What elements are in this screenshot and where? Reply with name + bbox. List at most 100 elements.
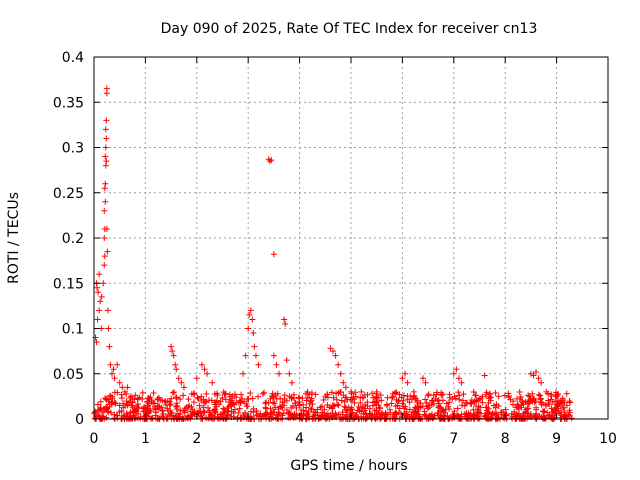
data-point [559,404,566,411]
data-point [454,405,461,412]
data-point [317,404,324,411]
data-point [149,414,156,421]
data-point [337,370,344,377]
data-point [538,399,545,406]
data-point [329,405,336,412]
data-point [422,379,429,386]
data-point [96,271,103,278]
data-point [548,415,555,422]
data-point [168,343,175,350]
data-point [314,406,321,413]
data-point [485,400,492,407]
data-point [335,361,342,368]
data-point [369,390,376,397]
data-point [219,395,226,402]
data-point [169,348,176,355]
data-point [525,405,532,412]
data-point [455,375,462,382]
data-point [294,412,301,419]
data-point [537,395,544,402]
data-point [308,405,315,412]
data-point [97,405,104,412]
data-point [369,402,376,409]
data-point [463,410,470,417]
data-point [288,394,295,401]
data-point [456,396,463,403]
data-point [406,406,413,413]
data-point [376,404,383,411]
data-point [459,397,466,404]
data-point [107,361,114,368]
data-point [129,402,136,409]
data-point [214,390,221,397]
data-point [267,411,274,418]
data-point [514,402,521,409]
data-point [185,396,192,403]
data-point [108,409,115,416]
data-point [410,388,417,395]
data-point [401,405,408,412]
data-point [292,400,299,407]
chart-title: Day 090 of 2025, Rate Of TEC Index for r… [161,21,538,37]
data-point [446,406,453,413]
data-point [335,411,342,418]
data-point [522,398,529,405]
data-point [360,403,367,410]
data-point [291,395,298,402]
data-point [505,394,512,401]
data-point [360,414,367,421]
data-point [272,392,279,399]
data-point [373,388,380,395]
x-tick-label: 5 [347,431,356,447]
x-tick-label: 4 [295,431,304,447]
data-point [342,404,349,411]
data-point [352,413,359,420]
data-point [349,409,356,416]
data-point [219,414,226,421]
data-point [206,407,213,414]
data-point [216,401,223,408]
data-point [373,401,380,408]
data-point [419,403,426,410]
data-point [535,375,542,382]
data-point [201,366,208,373]
data-point [348,388,354,395]
data-point [166,398,173,405]
data-point [379,411,386,418]
data-point [205,404,212,411]
data-point [395,398,402,405]
data-point [558,400,565,407]
data-point [173,394,180,401]
y-tick-label: 0.05 [53,367,84,383]
data-point [306,400,313,407]
data-point [484,409,491,416]
data-point [288,404,295,411]
data-point [103,85,110,92]
data-point [190,399,197,406]
data-point [280,410,287,417]
data-point [543,388,550,395]
data-point [250,330,257,337]
data-point [172,361,179,368]
data-point [532,397,539,404]
data-point [451,408,458,415]
data-point [265,399,272,406]
data-point [276,410,283,417]
y-tick-label: 0.15 [53,276,84,292]
data-point [467,400,474,407]
data-point [479,393,486,400]
data-point [308,406,315,413]
x-tick-label: 0 [90,431,99,447]
data-point [425,391,432,398]
data-point [459,402,466,409]
data-point [567,399,574,406]
data-point [338,397,345,404]
grid [94,57,608,419]
data-point [180,384,187,391]
data-point [188,403,195,410]
data-point [563,390,570,397]
data-point [272,404,279,411]
data-point [286,370,293,377]
data-point [325,413,332,420]
